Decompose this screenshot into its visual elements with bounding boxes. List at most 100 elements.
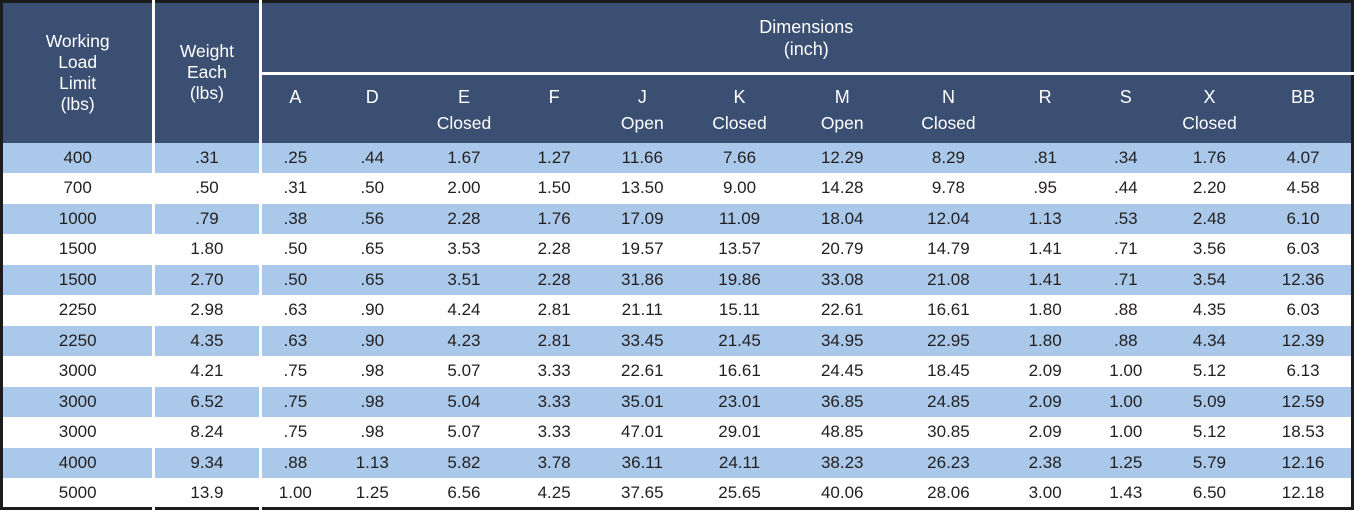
- cell-dim-x: 5.12: [1163, 417, 1256, 448]
- cell-dim-x: 3.56: [1163, 234, 1256, 265]
- cell-dim-a: .31: [260, 173, 330, 204]
- cell-dim-j: 19.57: [595, 234, 689, 265]
- cell-working-load-limit: 5000: [1, 478, 156, 509]
- table-row: 2250 2.98.63.90 4.24 2.81 21.11 15.11 22.61 16.…: [1, 295, 1353, 326]
- cell-weight-each: 6.52: [153, 386, 262, 417]
- dim-letter: E: [457, 87, 470, 107]
- cell-dim-m: 14.28: [790, 173, 895, 204]
- cell-working-load-limit: 3000: [1, 386, 156, 417]
- cell-dim-f: 3.33: [512, 386, 596, 417]
- cell-dim-r: 2.38: [1002, 447, 1088, 478]
- dim-letter: K: [733, 87, 746, 107]
- cell-dim-e: 6.56: [415, 478, 513, 509]
- cell-weight-each: 9.34: [153, 447, 262, 478]
- cell-dim-s: 1.00: [1087, 356, 1164, 387]
- dim-state: Closed: [921, 113, 976, 133]
- cell-dim-d: .90: [329, 295, 416, 326]
- cell-dim-s: .71: [1087, 234, 1164, 265]
- table-row: 1000.79.38.56 2.28 1.76 17.09 11.09 18.04 12.0…: [1, 203, 1353, 234]
- cell-dim-d: .65: [329, 264, 416, 295]
- group-subtitle: (inch): [783, 38, 829, 59]
- header-line: Load: [58, 51, 98, 72]
- cell-dim-k: 29.01: [688, 417, 791, 448]
- header-line: (lbs): [60, 93, 95, 114]
- cell-dim-m: 18.04: [790, 203, 895, 234]
- cell-dim-j: 21.11: [595, 295, 689, 326]
- dim-col-header-n: N Closed: [894, 73, 1003, 143]
- cell-dim-f: 1.50: [512, 173, 596, 204]
- dim-letter: M: [834, 87, 850, 107]
- cell-dim-r: 3.00: [1002, 478, 1088, 509]
- cell-dim-x: 5.79: [1163, 447, 1256, 478]
- dim-col-header-k: K Closed: [688, 73, 791, 143]
- cell-dim-a: .63: [260, 295, 330, 326]
- cell-dim-s: 1.00: [1087, 386, 1164, 417]
- cell-dim-r: 1.41: [1002, 234, 1088, 265]
- cell-dim-j: 33.45: [595, 325, 689, 356]
- cell-working-load-limit: 1500: [1, 234, 156, 265]
- dim-col-header-a: A: [260, 73, 330, 143]
- cell-dim-m: 22.61: [790, 295, 895, 326]
- dimension-letters-row: A D E Closed F J Open K Closed M Open N Closed R S X Clo…: [2, 73, 1353, 143]
- cell-dim-f: 2.81: [512, 325, 596, 356]
- cell-dim-n: 16.61: [894, 295, 1003, 326]
- table-row: 5000 13.9 1.00 1.25 6.56 4.25 37.65 25.65 40.06 2…: [1, 478, 1353, 509]
- cell-dim-x: 5.12: [1163, 356, 1256, 387]
- cell-dim-m: 20.79: [790, 234, 895, 265]
- cell-dim-x: 4.34: [1163, 325, 1256, 356]
- cell-dim-a: .75: [260, 386, 330, 417]
- cell-dim-r: .81: [1002, 142, 1088, 173]
- cell-dim-m: 24.45: [790, 356, 895, 387]
- cell-dim-a: .50: [260, 234, 330, 265]
- header-line: Weight: [179, 41, 234, 62]
- cell-dim-a: .25: [260, 142, 330, 173]
- cell-dim-m: 12.29: [790, 142, 895, 173]
- cell-dim-bb: 12.59: [1255, 386, 1353, 417]
- cell-weight-each: 8.24: [153, 417, 262, 448]
- cell-dim-e: 1.67: [415, 142, 513, 173]
- dim-col-header-m: M Open: [790, 73, 895, 143]
- cell-weight-each: 4.21: [153, 356, 262, 387]
- cell-dim-m: 34.95: [790, 325, 895, 356]
- cell-dim-n: 28.06: [894, 478, 1003, 509]
- cell-dim-m: 33.08: [790, 264, 895, 295]
- cell-dim-a: .75: [260, 356, 330, 387]
- cell-dim-a: .38: [260, 203, 330, 234]
- cell-working-load-limit: 400: [1, 142, 156, 173]
- cell-weight-each: .50: [153, 173, 262, 204]
- cell-dim-s: .34: [1087, 142, 1164, 173]
- table-row: 400.31.25.44 1.67 1.27 11.66 7.66 12.29 8.29.8…: [1, 142, 1353, 173]
- dim-col-header-bb: BB: [1255, 73, 1353, 143]
- cell-dim-d: .50: [329, 173, 416, 204]
- cell-dim-e: 3.53: [415, 234, 513, 265]
- header-line: Each: [186, 62, 227, 83]
- group-title: Dimensions: [759, 16, 854, 37]
- cell-dim-x: 2.20: [1163, 173, 1256, 204]
- cell-dim-n: 22.95: [894, 325, 1003, 356]
- cell-dim-e: 5.82: [415, 447, 513, 478]
- cell-dim-d: 1.13: [329, 447, 416, 478]
- cell-dim-f: 2.28: [512, 234, 596, 265]
- cell-dim-j: 17.09: [595, 203, 689, 234]
- cell-dim-x: 2.48: [1163, 203, 1256, 234]
- cell-dim-k: 16.61: [688, 356, 791, 387]
- cell-dim-f: 3.33: [512, 356, 596, 387]
- cell-dim-r: 1.13: [1002, 203, 1088, 234]
- cell-working-load-limit: 1000: [1, 203, 156, 234]
- cell-dim-n: 26.23: [894, 447, 1003, 478]
- cell-dim-e: 4.24: [415, 295, 513, 326]
- cell-dim-n: 18.45: [894, 356, 1003, 387]
- cell-dim-bb: 12.36: [1255, 264, 1353, 295]
- header-line: Working: [45, 30, 110, 51]
- cell-working-load-limit: 3000: [1, 356, 156, 387]
- cell-dim-d: 1.25: [329, 478, 416, 509]
- cell-dim-f: 2.81: [512, 295, 596, 326]
- cell-dim-bb: 12.16: [1255, 447, 1353, 478]
- table-row: 2250 4.35.63.90 4.23 2.81 33.45 21.45 34.95 22.…: [1, 325, 1353, 356]
- cell-dim-s: 1.43: [1087, 478, 1164, 509]
- cell-dim-e: 5.07: [415, 356, 513, 387]
- cell-dim-m: 48.85: [790, 417, 895, 448]
- cell-dim-n: 14.79: [894, 234, 1003, 265]
- cell-dim-k: 23.01: [688, 386, 791, 417]
- header-line: (lbs): [189, 83, 224, 104]
